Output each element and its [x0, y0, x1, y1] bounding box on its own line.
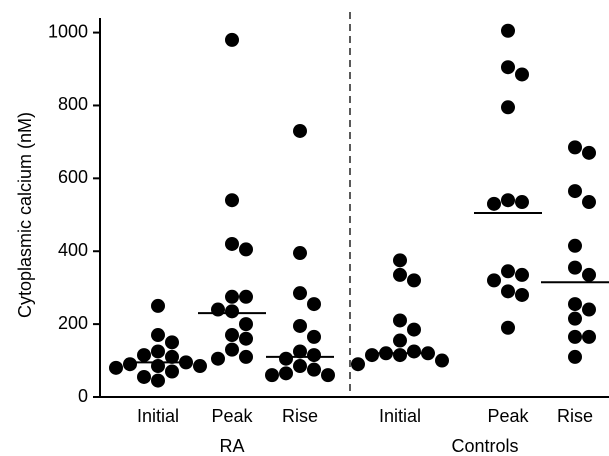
data-point — [109, 360, 123, 375]
data-point — [568, 311, 582, 326]
data-point — [582, 329, 596, 344]
data-point — [568, 238, 582, 253]
y-tick-label: 800 — [58, 94, 88, 114]
data-point — [568, 329, 582, 344]
data-point — [211, 351, 225, 366]
data-point — [279, 366, 293, 381]
data-point — [501, 284, 515, 299]
data-point — [211, 302, 225, 317]
data-point — [165, 349, 179, 364]
y-tick-label: 1000 — [48, 21, 88, 41]
data-point — [582, 195, 596, 210]
data-point — [435, 353, 449, 368]
data-point — [515, 67, 529, 82]
data-point — [137, 369, 151, 384]
data-point — [501, 60, 515, 75]
data-point — [151, 328, 165, 343]
data-point — [501, 23, 515, 38]
data-point — [487, 196, 501, 211]
data-point — [307, 348, 321, 363]
y-axis-label: Cytoplasmic calcium (nM) — [15, 112, 35, 318]
data-point — [307, 297, 321, 312]
data-point — [407, 273, 421, 288]
x-tick-label: Rise — [557, 406, 593, 426]
y-tick-label: 600 — [58, 167, 88, 187]
data-point — [501, 193, 515, 208]
data-point — [239, 317, 253, 332]
data-point — [225, 304, 239, 319]
data-point — [407, 322, 421, 337]
data-point — [393, 313, 407, 328]
data-point — [501, 100, 515, 115]
y-tick-label: 0 — [78, 386, 88, 406]
data-point — [123, 357, 137, 372]
data-point — [279, 351, 293, 366]
data-point — [239, 331, 253, 346]
data-point — [582, 145, 596, 160]
x-tick-label: Initial — [137, 406, 179, 426]
data-point — [568, 140, 582, 155]
data-point — [151, 359, 165, 374]
data-point — [407, 344, 421, 359]
data-point — [239, 242, 253, 257]
data-point — [239, 349, 253, 364]
data-point — [307, 329, 321, 344]
data-point — [225, 193, 239, 208]
data-point — [393, 333, 407, 348]
x-tick-label: Peak — [487, 406, 529, 426]
data-point — [307, 362, 321, 377]
x-tick-label: Initial — [379, 406, 421, 426]
data-point — [165, 364, 179, 379]
data-point — [293, 246, 307, 261]
data-point — [137, 348, 151, 363]
data-point — [193, 359, 207, 374]
data-point — [293, 359, 307, 374]
group-label: Controls — [451, 436, 518, 456]
data-point — [393, 348, 407, 363]
data-point — [321, 368, 335, 383]
data-point — [165, 335, 179, 350]
data-point — [515, 267, 529, 282]
x-tick-label: Rise — [282, 406, 318, 426]
data-point — [501, 264, 515, 279]
data-point — [515, 287, 529, 302]
data-point — [239, 289, 253, 304]
data-point — [515, 195, 529, 210]
data-point — [151, 298, 165, 313]
data-point — [568, 297, 582, 312]
data-point — [393, 253, 407, 268]
data-point — [293, 344, 307, 359]
data-point — [265, 368, 279, 383]
data-point — [293, 318, 307, 333]
data-point — [293, 286, 307, 301]
data-point — [365, 348, 379, 363]
data-point — [225, 236, 239, 251]
data-point — [582, 302, 596, 317]
data-point — [351, 357, 365, 372]
group-label: RA — [219, 436, 244, 456]
x-tick-label: Peak — [211, 406, 253, 426]
data-point — [225, 289, 239, 304]
data-point — [225, 32, 239, 47]
data-point — [393, 267, 407, 282]
data-point — [582, 267, 596, 282]
data-point — [568, 184, 582, 199]
data-point — [225, 328, 239, 343]
data-point — [501, 320, 515, 335]
data-point — [487, 273, 501, 288]
data-point — [568, 260, 582, 275]
y-tick-label: 200 — [58, 313, 88, 333]
data-point — [151, 344, 165, 359]
data-point — [293, 123, 307, 138]
data-point — [568, 349, 582, 364]
data-point — [225, 342, 239, 357]
y-tick-label: 400 — [58, 240, 88, 260]
data-point — [151, 373, 165, 388]
